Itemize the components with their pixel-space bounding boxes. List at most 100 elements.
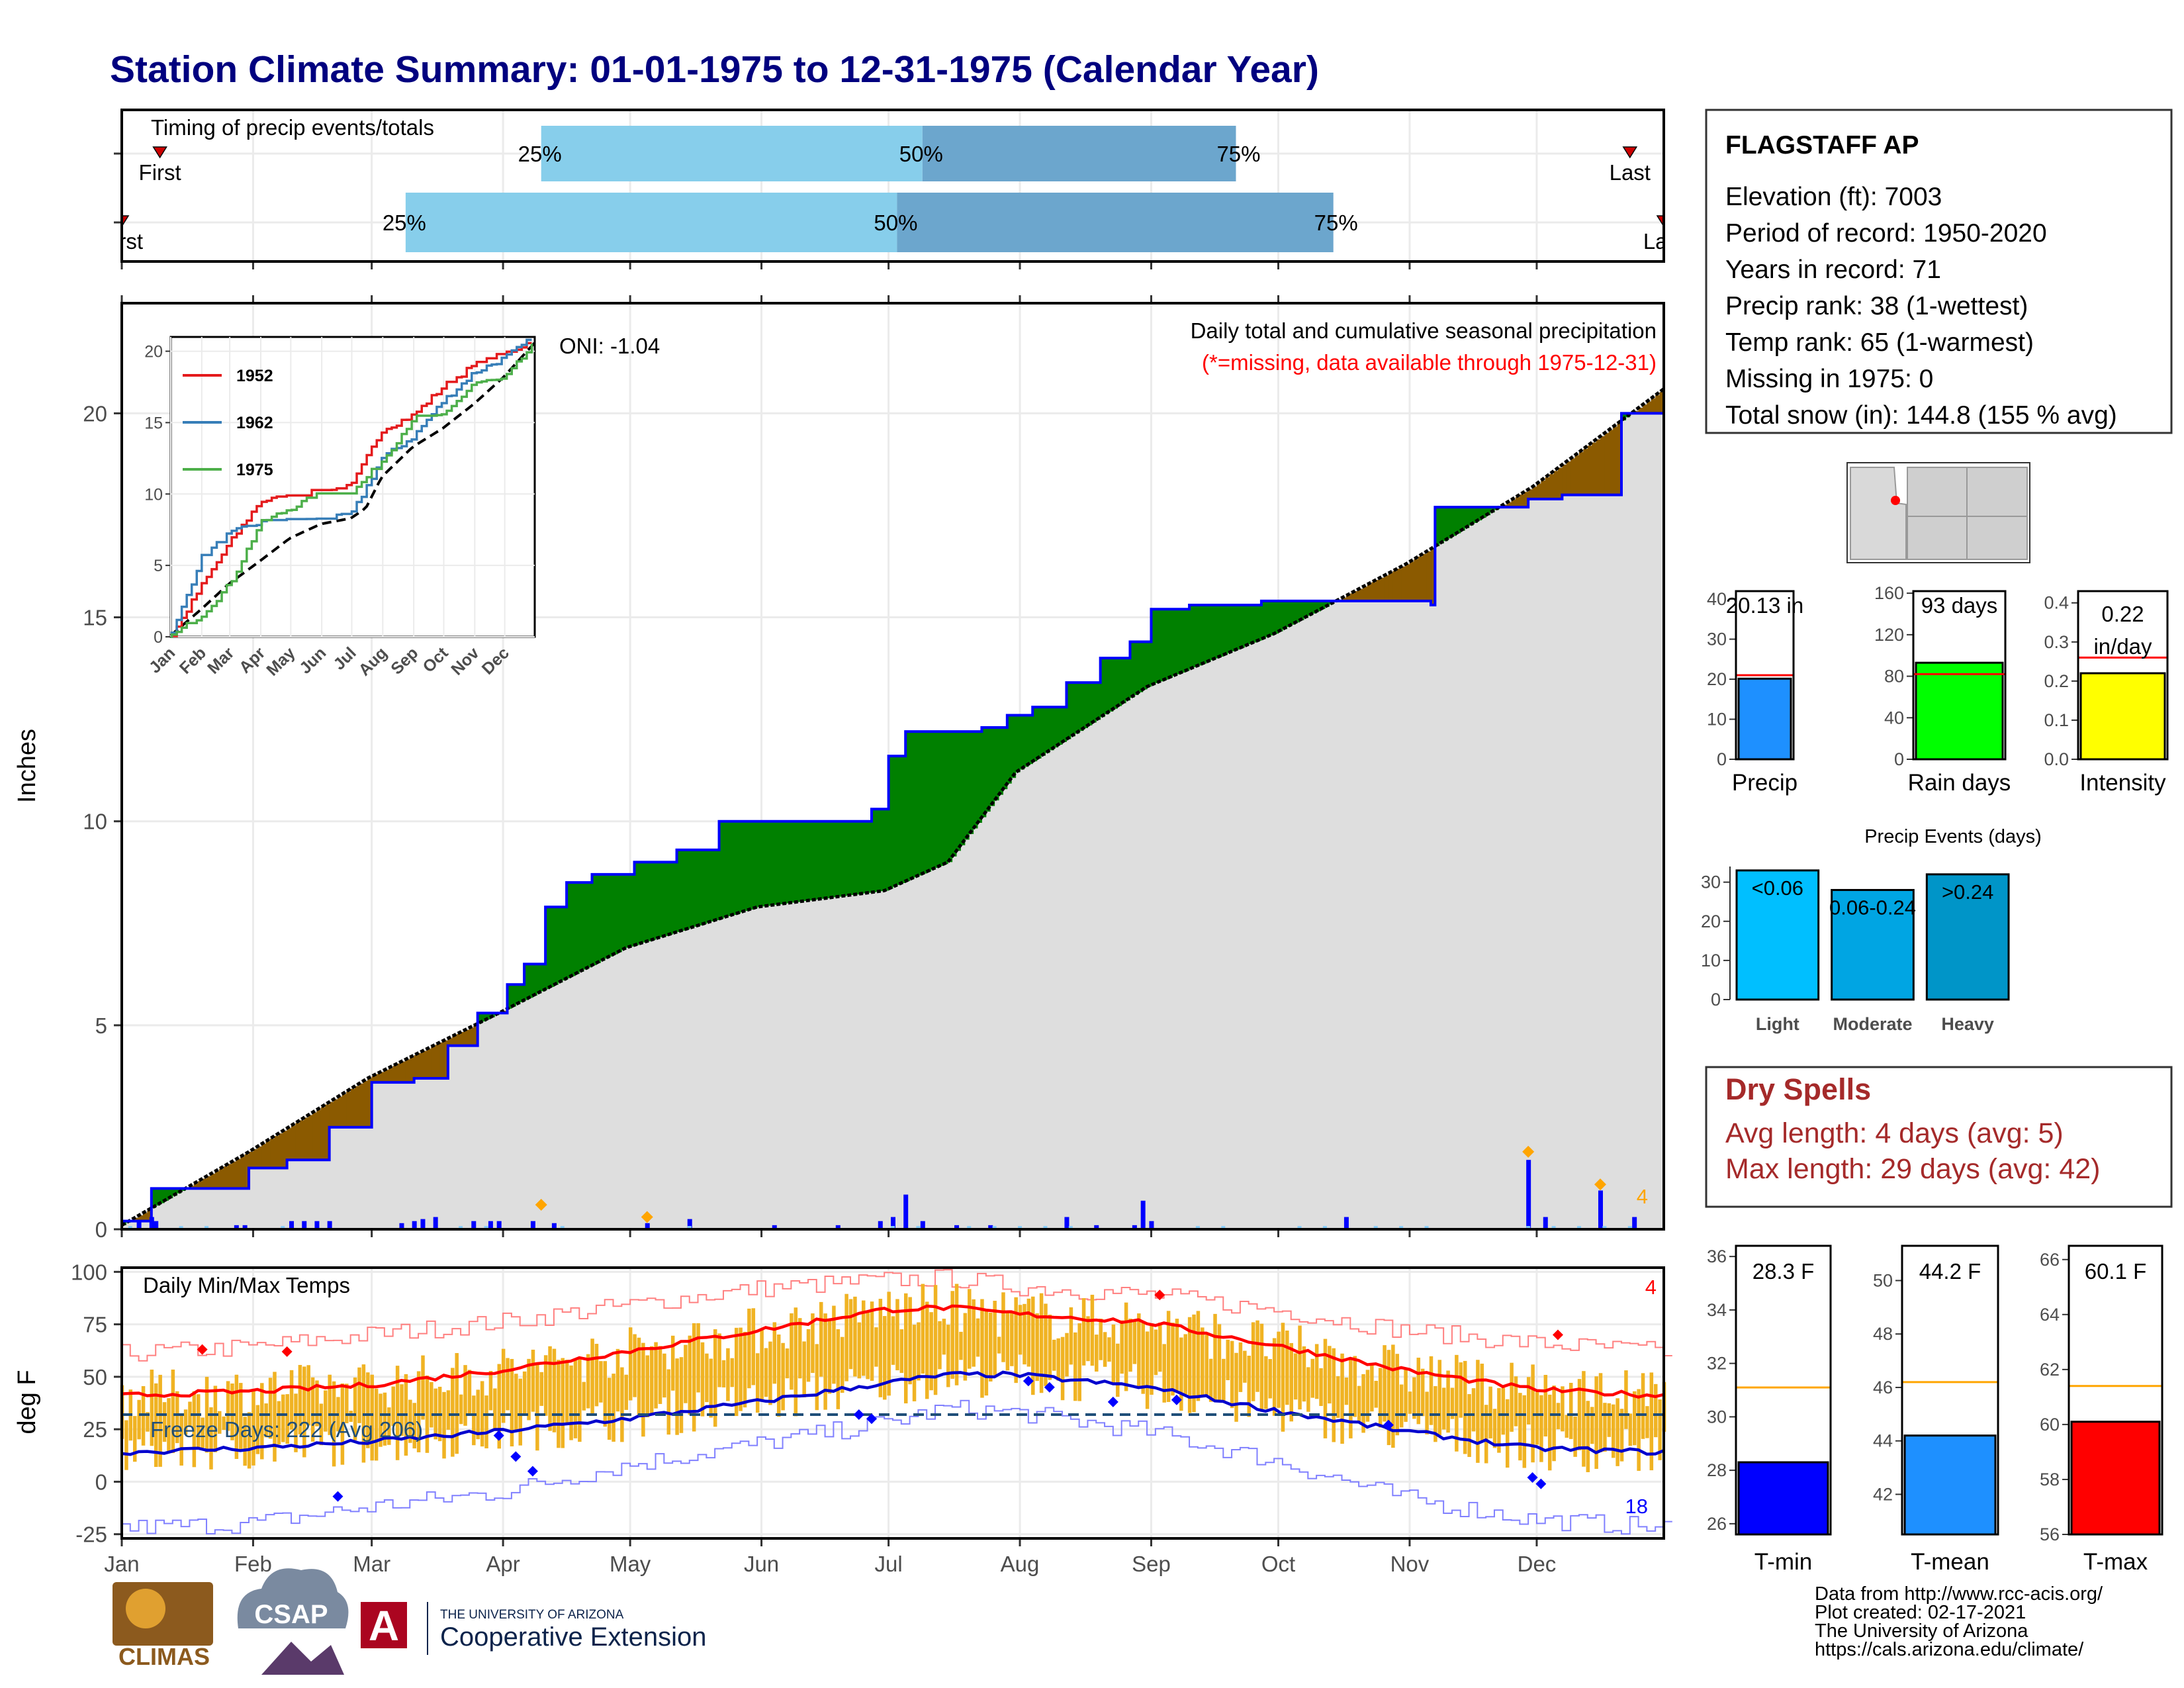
daily-temp-bar <box>760 1329 764 1400</box>
precip-event-bar <box>1831 888 1915 1001</box>
daily-temp-bar <box>590 1338 594 1415</box>
above-average-fill <box>579 882 584 972</box>
daily-temp-bar <box>1081 1298 1086 1366</box>
record-low-marker <box>1023 1376 1034 1387</box>
daily-trace-bar <box>1018 1226 1023 1229</box>
daily-precip-bar <box>433 1217 438 1229</box>
below-average-fill <box>1566 461 1571 495</box>
daily-temp-bar <box>310 1377 315 1442</box>
above-average-fill <box>545 907 551 990</box>
daily-temp-bar <box>637 1337 641 1415</box>
record-low-marker <box>527 1466 538 1477</box>
above-average-fill <box>676 849 682 932</box>
above-average-fill <box>482 1013 486 1022</box>
daily-temp-bar <box>353 1377 357 1440</box>
daily-temp-bar <box>612 1374 615 1442</box>
above-average-fill <box>1160 609 1165 682</box>
below-average-fill <box>384 1070 389 1083</box>
above-average-fill <box>1126 658 1130 701</box>
summary-value-label: 93 days <box>1921 593 1998 618</box>
above-average-fill <box>685 849 690 929</box>
daily-temp-bar <box>294 1393 298 1452</box>
timing-row-label: 1975 <box>60 211 109 235</box>
below-average-fill <box>473 1025 478 1046</box>
below-average-fill <box>1578 451 1584 495</box>
month-label: Nov <box>1390 1552 1430 1576</box>
temp-ytick-label: -25 <box>75 1523 107 1547</box>
daily-temp-bar <box>1649 1372 1654 1471</box>
daily-precip-bar <box>1632 1217 1637 1229</box>
snow-marker <box>641 1211 653 1223</box>
daily-temp-bar <box>1404 1368 1408 1422</box>
daily-precip-bar <box>1094 1225 1099 1229</box>
daily-temp-bar <box>146 1412 150 1432</box>
below-average-fill <box>1604 433 1610 495</box>
above-average-fill <box>1142 641 1148 690</box>
daily-temp-bar <box>552 1348 557 1432</box>
below-average-fill <box>1532 487 1537 499</box>
above-average-fill <box>486 1013 491 1019</box>
above-average-fill <box>524 964 529 1000</box>
daily-temp-bar <box>827 1319 832 1394</box>
daily-temp-bar <box>882 1316 887 1400</box>
daily-temp-bar <box>1611 1404 1615 1458</box>
daily-temp-bar <box>395 1366 400 1460</box>
inset-legend-label: 1975 <box>236 461 273 479</box>
above-average-fill <box>723 821 728 918</box>
ua-logo-big-text: Cooperative Extension <box>440 1622 706 1652</box>
average-cumulative-line <box>120 387 1665 1227</box>
above-average-fill <box>1070 682 1075 737</box>
below-average-fill <box>1596 439 1601 495</box>
daily-temp-bar <box>493 1388 497 1431</box>
daily-temp-bar <box>158 1374 162 1467</box>
above-average-fill <box>655 862 660 939</box>
below-average-fill <box>334 1099 338 1127</box>
daily-temp-bar <box>1268 1359 1272 1399</box>
above-average-fill <box>765 821 770 906</box>
ua-logo-a-bg <box>361 1602 407 1648</box>
daily-precip-bar <box>687 1219 692 1229</box>
daily-trace-bar <box>128 1226 132 1229</box>
above-average-fill <box>668 862 673 935</box>
daily-temp-bar <box>785 1348 790 1379</box>
daily-temp-bar <box>811 1313 815 1374</box>
daily-temp-bar <box>768 1341 772 1405</box>
daily-temp-bar <box>870 1301 874 1381</box>
below-average-fill <box>295 1123 300 1160</box>
daily-temp-bar <box>1467 1394 1471 1457</box>
daily-temp-bar <box>797 1318 802 1379</box>
below-average-fill <box>253 1149 258 1168</box>
above-average-fill <box>1054 707 1059 748</box>
temp-summary-value: 44.2 F <box>1919 1259 1981 1284</box>
daily-temp-bar <box>1577 1379 1582 1450</box>
below-average-fill <box>198 1181 203 1189</box>
daily-temp-bar <box>815 1344 819 1411</box>
daily-precip-bar <box>242 1225 248 1229</box>
above-average-fill <box>939 731 944 867</box>
below-average-fill <box>232 1161 237 1189</box>
daily-precip-bar <box>920 1221 925 1229</box>
daily-trace-bar <box>1322 1226 1327 1229</box>
daily-precip-bar <box>772 1225 777 1229</box>
above-average-fill <box>1117 658 1122 706</box>
above-average-fill <box>846 821 851 896</box>
record-low-marker <box>1527 1472 1538 1483</box>
precip-ylabel: Inches <box>13 729 41 803</box>
record-high-marker <box>281 1346 293 1357</box>
daily-temp-bar <box>1111 1324 1116 1385</box>
above-average-fill <box>1278 600 1283 632</box>
above-average-fill <box>1299 600 1304 620</box>
daily-temp-bar <box>1001 1292 1005 1362</box>
below-average-fill <box>435 1045 440 1078</box>
daily-temp-bar <box>751 1308 756 1385</box>
daily-temp-bar <box>1539 1395 1543 1462</box>
above-average-fill <box>816 821 821 900</box>
above-average-fill <box>727 821 733 917</box>
precip-event-category: Light <box>1756 1014 1799 1034</box>
above-average-fill <box>863 821 868 894</box>
daily-precip-bar <box>488 1221 493 1229</box>
daily-temp-bar <box>455 1353 459 1454</box>
record-low-marker <box>332 1491 343 1502</box>
above-average-fill <box>664 862 669 936</box>
daily-temp-bar <box>234 1374 239 1459</box>
